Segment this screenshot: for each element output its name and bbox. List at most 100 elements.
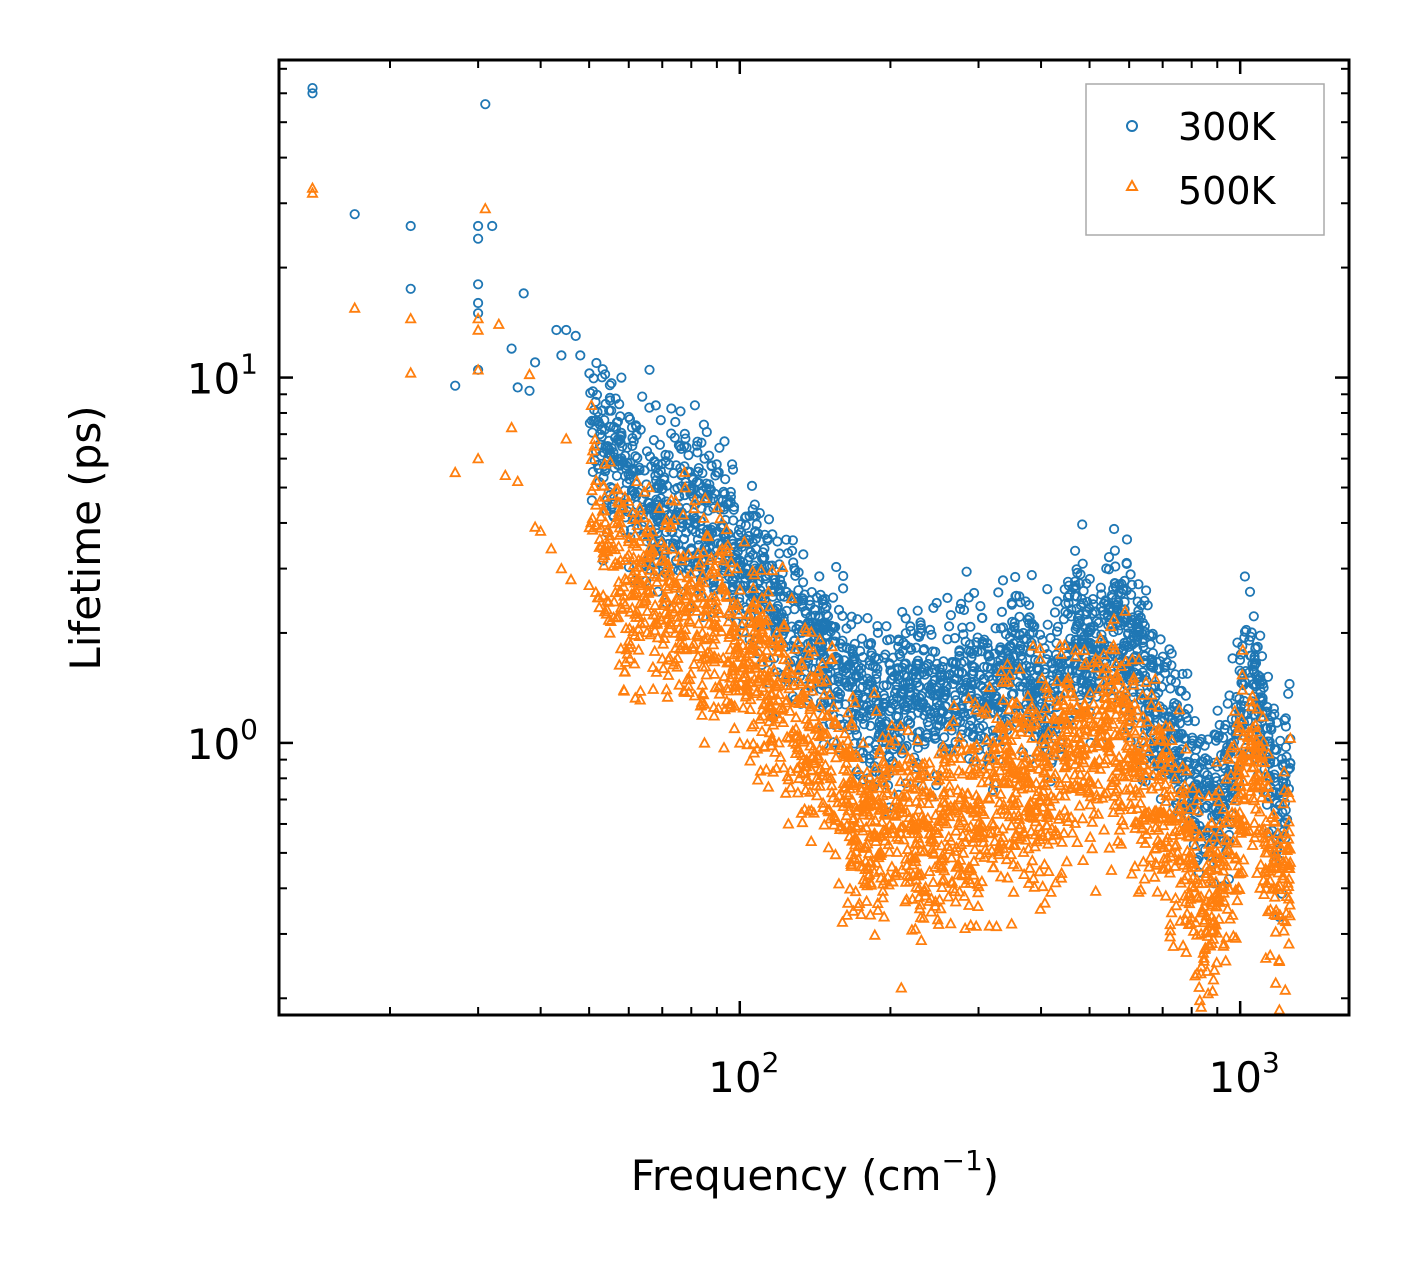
point-500k bbox=[994, 870, 1008, 882]
point-300k bbox=[450, 380, 461, 391]
point-500k bbox=[1001, 657, 1014, 669]
point-500k bbox=[678, 465, 691, 477]
point-500k bbox=[1221, 842, 1234, 855]
point-300k bbox=[1034, 629, 1046, 640]
point-300k bbox=[929, 674, 941, 685]
point-500k bbox=[1136, 710, 1150, 722]
point-300k bbox=[1237, 640, 1248, 652]
point-300k bbox=[918, 643, 930, 655]
point-500k bbox=[956, 828, 969, 840]
point-300k bbox=[954, 645, 965, 656]
point-300k bbox=[929, 733, 941, 744]
point-300k bbox=[1124, 618, 1136, 629]
point-300k bbox=[1006, 626, 1017, 638]
point-300k bbox=[1034, 693, 1046, 705]
point-300k bbox=[1255, 671, 1266, 683]
point-500k bbox=[695, 708, 709, 720]
point-500k bbox=[598, 490, 611, 502]
point-300k bbox=[725, 497, 736, 508]
point-500k bbox=[731, 561, 744, 574]
point-300k bbox=[916, 690, 927, 702]
point-300k bbox=[707, 493, 719, 504]
point-300k bbox=[953, 666, 965, 678]
point-300k bbox=[1070, 545, 1081, 556]
point-300k bbox=[862, 612, 873, 624]
point-300k bbox=[1271, 717, 1283, 728]
point-300k bbox=[634, 462, 645, 473]
point-500k bbox=[786, 724, 799, 736]
point-500k bbox=[827, 700, 840, 712]
point-500k bbox=[647, 682, 660, 694]
point-300k bbox=[837, 583, 849, 594]
point-300k bbox=[506, 343, 517, 354]
point-500k bbox=[857, 736, 870, 748]
point-300k bbox=[1088, 599, 1099, 610]
point-500k bbox=[894, 774, 907, 787]
point-500k bbox=[1244, 695, 1257, 707]
point-300k bbox=[781, 605, 792, 617]
point-500k bbox=[1230, 836, 1243, 848]
point-500k bbox=[1279, 983, 1292, 995]
point-300k bbox=[831, 561, 842, 573]
point-300k bbox=[605, 421, 616, 432]
point-300k bbox=[677, 561, 688, 573]
point-300k bbox=[775, 591, 786, 602]
point-300k bbox=[1060, 606, 1071, 618]
point-500k bbox=[813, 699, 827, 711]
point-300k bbox=[1234, 706, 1245, 718]
point-300k bbox=[881, 680, 892, 691]
point-300k bbox=[774, 612, 786, 623]
point-300k bbox=[1142, 600, 1153, 611]
point-300k bbox=[817, 594, 829, 605]
point-300k bbox=[849, 638, 860, 650]
point-300k bbox=[1109, 523, 1120, 535]
point-500k bbox=[755, 591, 769, 603]
point-500k bbox=[657, 661, 670, 674]
point-500k bbox=[1117, 701, 1130, 714]
point-500k bbox=[1176, 939, 1190, 951]
point-500k bbox=[873, 743, 886, 755]
point-300k bbox=[900, 628, 911, 639]
point-500k bbox=[957, 846, 970, 858]
point-300k bbox=[859, 719, 870, 730]
point-500k bbox=[1246, 838, 1259, 850]
point-300k bbox=[524, 385, 535, 396]
point-500k bbox=[962, 898, 976, 910]
point-300k bbox=[935, 675, 946, 686]
point-300k bbox=[749, 499, 760, 510]
point-500k bbox=[1090, 661, 1103, 673]
point-500k bbox=[751, 773, 764, 785]
point-500k bbox=[975, 776, 989, 788]
point-300k bbox=[872, 627, 884, 638]
point-500k bbox=[1150, 841, 1163, 853]
point-500k bbox=[975, 874, 989, 887]
point-300k bbox=[623, 411, 634, 423]
point-500k bbox=[747, 737, 760, 749]
point-500k bbox=[1094, 632, 1107, 644]
point-300k bbox=[669, 432, 680, 443]
point-500k bbox=[841, 734, 855, 746]
point-300k bbox=[1026, 569, 1037, 581]
point-300k bbox=[995, 644, 1006, 655]
point-500k bbox=[1112, 729, 1125, 741]
point-500k bbox=[1021, 689, 1035, 701]
point-300k bbox=[1001, 645, 1012, 656]
point-300k bbox=[1280, 805, 1291, 816]
point-300k bbox=[1275, 735, 1286, 746]
point-500k bbox=[1073, 799, 1086, 811]
point-300k bbox=[1285, 758, 1296, 769]
point-500k bbox=[807, 806, 821, 818]
point-300k bbox=[663, 450, 674, 461]
point-300k bbox=[1024, 679, 1036, 691]
point-300k bbox=[1284, 678, 1295, 690]
point-300k bbox=[668, 541, 679, 552]
point-300k bbox=[1192, 764, 1203, 775]
point-300k bbox=[1234, 654, 1246, 666]
point-300k bbox=[630, 491, 642, 502]
point-300k bbox=[307, 83, 318, 94]
point-500k bbox=[717, 651, 730, 663]
point-300k bbox=[1004, 632, 1016, 643]
point-300k bbox=[1159, 662, 1170, 673]
point-300k bbox=[556, 350, 567, 361]
point-300k bbox=[1024, 618, 1035, 629]
